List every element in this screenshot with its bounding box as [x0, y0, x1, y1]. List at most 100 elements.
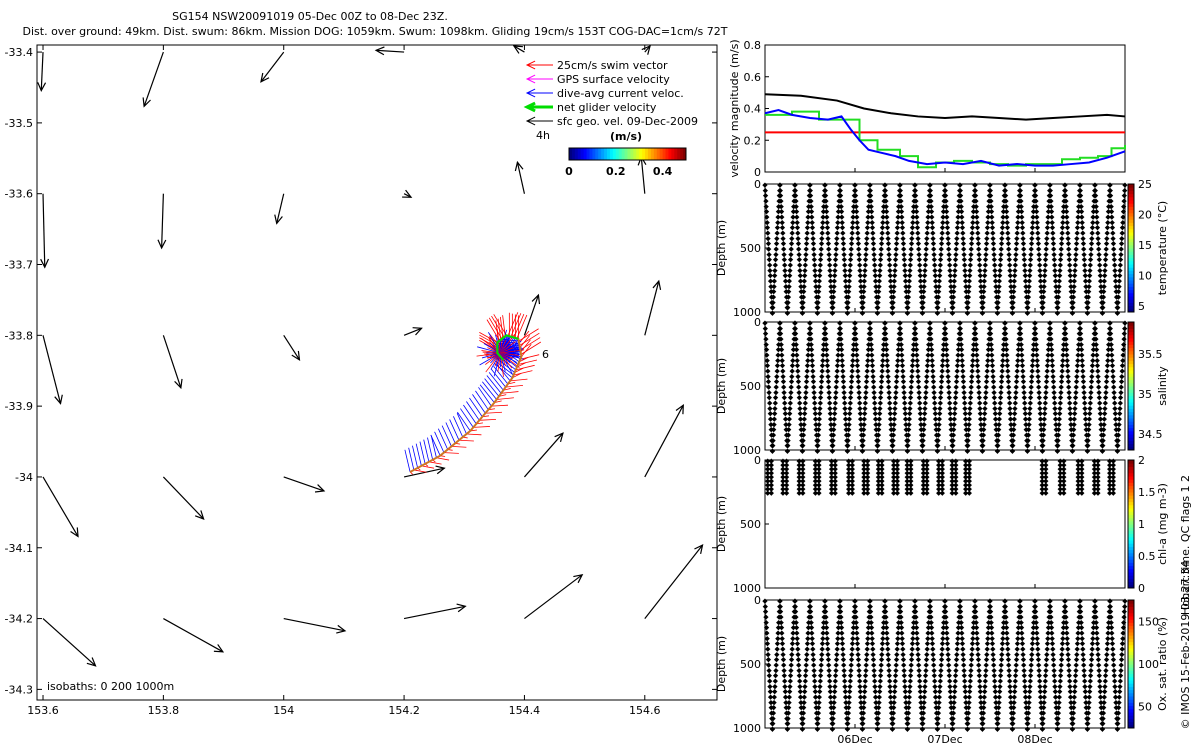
salinity-sample: ◆ [805, 351, 811, 359]
swim-vector [497, 318, 502, 340]
chla-sample: ◆ [765, 489, 771, 497]
temperature-sample: ◆ [914, 218, 920, 226]
salinity-sample: ◆ [809, 340, 815, 348]
temperature-sample: ◆ [849, 245, 855, 253]
oxygen-sample: ◆ [821, 613, 827, 621]
temperature-cbar-label: temperature (°C) [1156, 201, 1169, 295]
temperature-sample: ◆ [823, 192, 829, 200]
temperature-sample: ◆ [1000, 224, 1006, 232]
temperature-sample: ◆ [876, 288, 882, 296]
salinity-sample: ◆ [978, 415, 984, 423]
salinity-sample: ◆ [803, 388, 809, 396]
chla-sample: ◆ [846, 489, 852, 497]
oxygen-sample: ◆ [849, 656, 855, 664]
salinity-sample: ◆ [1035, 362, 1041, 370]
temperature-sample: ◆ [870, 229, 876, 237]
oxygen-sample: ◆ [821, 618, 827, 626]
salinity-sample: ◆ [908, 394, 914, 402]
salinity-sample: ◆ [906, 431, 912, 439]
chla-sample: ◆ [891, 465, 897, 473]
oxygen-sample: ◆ [773, 666, 779, 674]
oxygen-sample: ◆ [890, 714, 896, 722]
temperature-cbar-cell [1128, 302, 1134, 307]
salinity-sample: ◆ [973, 335, 979, 343]
temperature-sample: ◆ [856, 250, 862, 258]
oxygen-sample: ◆ [884, 629, 890, 637]
chla-sample: ◆ [940, 477, 946, 485]
temperature-sample: ◆ [804, 240, 810, 248]
chla-sample: ◆ [797, 481, 803, 489]
salinity-sample: ◆ [986, 335, 992, 343]
salinity-sample: ◆ [919, 426, 925, 434]
temperature-sample: ◆ [1054, 288, 1060, 296]
oxygen-sample: ◆ [846, 704, 852, 712]
oxygen-sample: ◆ [836, 618, 842, 626]
salinity-sample: ◆ [1115, 447, 1121, 455]
geo-vector-shaft [523, 294, 540, 336]
salinity-sample: ◆ [993, 415, 999, 423]
chla-sample: ◆ [876, 489, 882, 497]
temperature-sample: ◆ [1009, 298, 1015, 306]
salinity-sample: ◆ [837, 319, 843, 327]
chla-sample: ◆ [816, 485, 822, 493]
oxygen-sample: ◆ [809, 618, 815, 626]
oxygen-sample: ◆ [829, 709, 835, 717]
salinity-sample: ◆ [889, 442, 895, 450]
temperature-sample: ◆ [771, 282, 777, 290]
chla-sample: ◆ [797, 489, 803, 497]
oxygen-sample: ◆ [876, 704, 882, 712]
oxygen-sample: ◆ [774, 656, 780, 664]
temperature-sample: ◆ [935, 304, 941, 312]
oxygen-cbar-cell [1128, 651, 1134, 655]
temperature-sample: ◆ [829, 298, 835, 306]
salinity-sample: ◆ [901, 388, 907, 396]
temperature-sample: ◆ [1091, 197, 1097, 205]
chla-sample: ◆ [924, 489, 930, 497]
oxygen-sample: ◆ [904, 709, 910, 717]
salinity-sample: ◆ [973, 324, 979, 332]
salinity-sample: ◆ [965, 447, 971, 455]
colorbar-cell [615, 148, 620, 160]
chla-sample: ◆ [1107, 461, 1113, 469]
temperature-sample: ◆ [847, 277, 853, 285]
temperature-sample: ◆ [994, 298, 1000, 306]
chla-sample: ◆ [1095, 461, 1101, 469]
temperature-sample: ◆ [1000, 213, 1006, 221]
salinity-sample: ◆ [843, 415, 849, 423]
chla-sample: ◆ [829, 489, 835, 497]
oxygen-sample: ◆ [891, 698, 897, 706]
oxygen-sample: ◆ [875, 714, 881, 722]
salinity-sample: ◆ [920, 447, 926, 455]
oxygen-sample: ◆ [912, 597, 918, 605]
oxygen-sample: ◆ [935, 725, 941, 733]
salinity-sample: ◆ [831, 431, 837, 439]
salinity-sample: ◆ [858, 410, 864, 418]
salinity-sample: ◆ [988, 335, 994, 343]
temperature-sample: ◆ [828, 282, 834, 290]
geo-vector-shaft [524, 574, 583, 620]
oxygen-sample: ◆ [948, 688, 954, 696]
oxygen-sample: ◆ [769, 720, 775, 728]
oxygen-sample: ◆ [839, 634, 845, 642]
temperature-sample: ◆ [984, 234, 990, 242]
oxygen-sample: ◆ [767, 682, 773, 690]
salinity-sample: ◆ [859, 426, 865, 434]
salinity-sample: ◆ [1045, 362, 1051, 370]
temperature-sample: ◆ [789, 240, 795, 248]
salinity-sample: ◆ [1024, 436, 1030, 444]
salinity-cbar-cell [1128, 331, 1134, 336]
salinity-cbar-cell [1128, 379, 1134, 384]
salinity-sample: ◆ [896, 340, 902, 348]
oxygen-sample: ◆ [785, 714, 791, 722]
temperature-sample: ◆ [865, 213, 871, 221]
salinity-sample: ◆ [986, 346, 992, 354]
oxygen-sample: ◆ [960, 650, 966, 658]
temperature-sample: ◆ [788, 256, 794, 264]
salinity-sample: ◆ [847, 404, 853, 412]
oxygen-sample: ◆ [782, 677, 788, 685]
temperature-sample: ◆ [835, 218, 841, 226]
salinity-sample: ◆ [994, 431, 1000, 439]
salinity-sample: ◆ [781, 383, 787, 391]
